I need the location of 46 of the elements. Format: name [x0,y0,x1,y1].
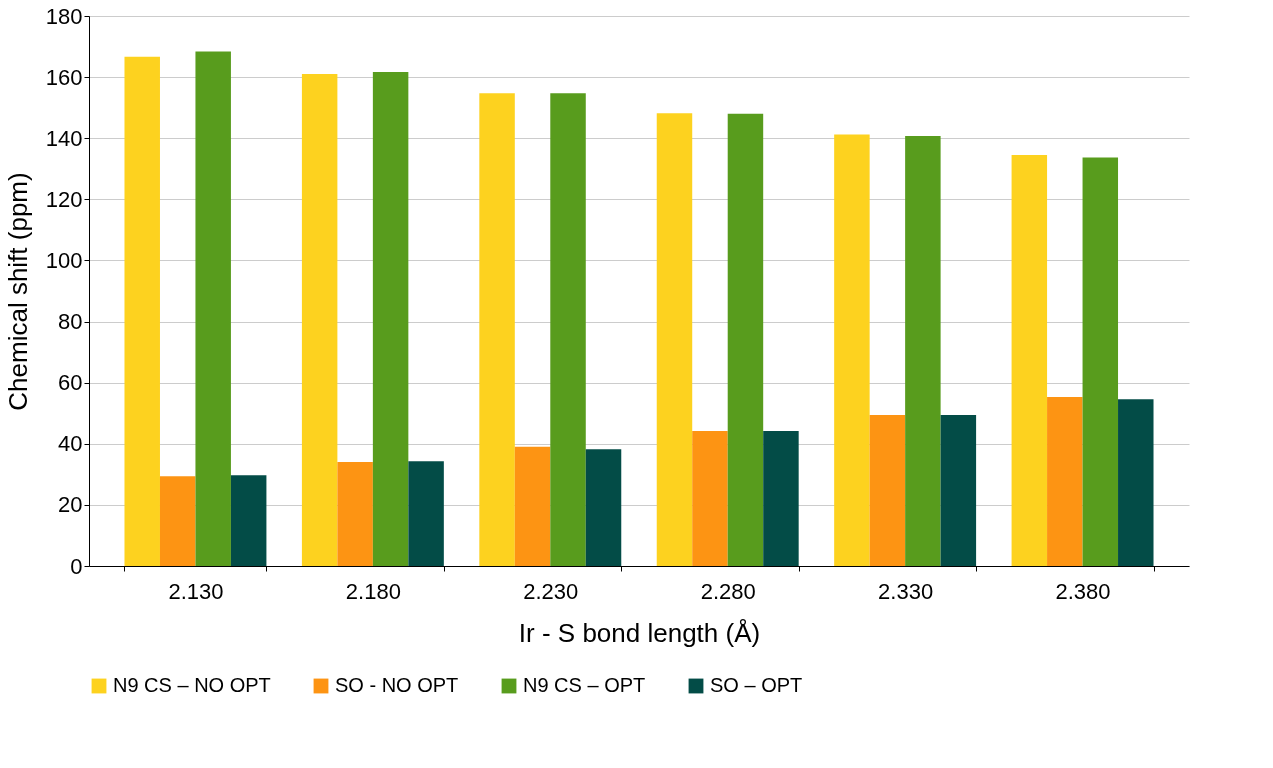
y-tick-label: 40 [58,431,83,457]
bar [656,113,693,566]
bar [869,415,906,566]
bar [337,462,373,566]
y-tick-label: 80 [58,309,83,335]
y-tick-label: 0 [70,553,83,579]
bar [372,71,409,566]
bar [585,449,622,566]
legend-label: SO – OPT [710,674,803,696]
bar [727,113,764,566]
bar [692,430,728,566]
y-tick-label: 160 [45,64,83,90]
y-tick-label: 20 [58,492,83,518]
bar [834,134,870,566]
bar [514,446,551,566]
x-tick-label: 2.280 [700,578,756,604]
y-axis-title: Chemical shift (ppm) [2,172,33,411]
legend-label: N9 CS – OPT [523,674,646,696]
x-axis-title: Ir - S bond length (Å) [518,617,761,648]
bar [408,461,444,566]
bar [479,93,515,566]
bar [124,56,160,566]
bar [1118,399,1154,566]
y-tick-label: 120 [45,186,83,212]
bar [1082,157,1119,566]
bar [763,430,799,566]
x-tick-label: 2.380 [1055,578,1111,604]
bar [159,476,196,566]
x-tick-label: 2.130 [168,578,224,604]
bar [905,136,941,566]
legend-label: SO - NO OPT [335,674,459,696]
x-tick-label: 2.330 [878,578,934,604]
y-tick-label: 60 [58,370,83,396]
bar [195,51,231,566]
y-tick-label: 140 [45,125,83,151]
bar [301,74,338,566]
bar [550,93,586,566]
bar [940,415,977,566]
x-tick-label: 2.230 [523,578,579,604]
x-tick-label: 2.180 [345,578,401,604]
bar [1011,155,1048,566]
bar [1047,397,1083,566]
y-tick-label: 180 [45,3,83,29]
bar [230,475,267,566]
y-tick-label: 100 [45,247,83,273]
legend-label: N9 CS – NO OPT [113,674,271,696]
